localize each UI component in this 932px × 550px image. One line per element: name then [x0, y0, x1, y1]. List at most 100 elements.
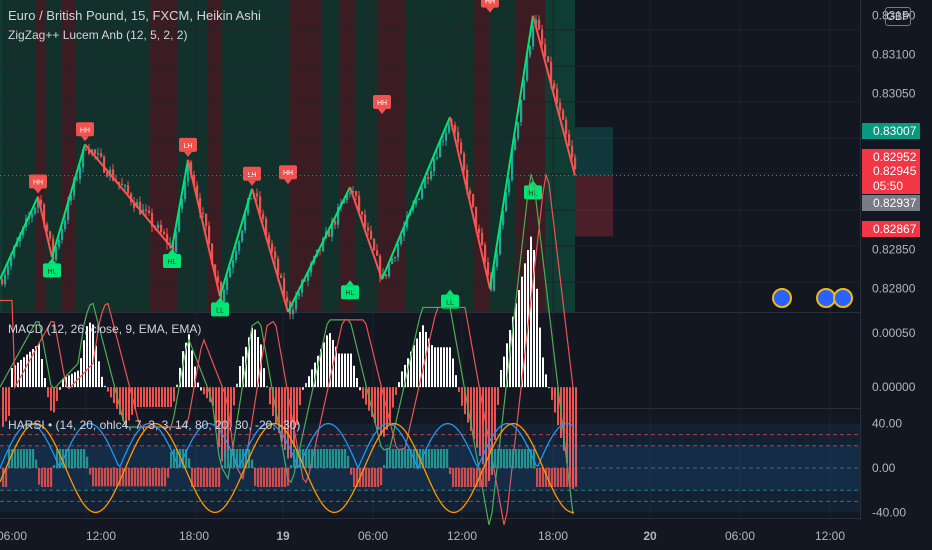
harsi-candle — [260, 468, 263, 487]
harsi-candle — [572, 468, 575, 487]
candle-body — [283, 277, 286, 298]
zigzag-segment — [187, 159, 221, 297]
macd-histogram-bar — [521, 276, 523, 388]
macd-histogram-bar — [545, 374, 547, 388]
harsi-candle — [197, 468, 200, 487]
candle-body — [124, 185, 127, 187]
macd-histogram-bar — [452, 358, 454, 388]
harsi-candle — [401, 449, 404, 468]
harsi-candle — [290, 464, 293, 468]
harsi-candle — [158, 468, 161, 487]
macd-histogram-bar — [356, 378, 358, 388]
macd-indicator-label[interactable]: MACD (12, 26, close, 9, EMA, EMA) — [8, 322, 202, 336]
pivot-label-box — [163, 254, 181, 269]
macd-histogram-bar — [329, 333, 331, 388]
candle-body — [442, 140, 445, 142]
macd-histogram-bar — [434, 347, 436, 388]
macd-histogram-bar — [290, 387, 292, 458]
candle-body — [244, 213, 247, 231]
macd-tick-label: 0.00050 — [872, 326, 916, 340]
candle-body — [502, 211, 505, 226]
harsi-candle — [365, 468, 368, 487]
harsi-candle — [143, 468, 146, 487]
macd-histogram-bar — [320, 348, 322, 388]
pane-divider — [0, 408, 860, 409]
pivot-label-pointer — [486, 7, 494, 13]
candle-body — [40, 199, 43, 205]
candle-body — [457, 131, 460, 143]
macd-histogram-bar — [479, 387, 481, 457]
macd-histogram-bar — [62, 378, 64, 388]
candle-body — [217, 276, 220, 283]
harsi-candle — [170, 451, 173, 468]
harsi-candle — [389, 449, 392, 468]
macd-histogram-bar — [2, 387, 4, 427]
harsi-tick-label: -40.00 — [872, 505, 906, 519]
candle-body — [376, 250, 379, 256]
candle-body — [460, 142, 463, 154]
economic-event-icon[interactable] — [833, 288, 853, 308]
economic-event-icon[interactable] — [772, 288, 792, 308]
harsi-candle — [566, 468, 569, 487]
harsi-candle — [311, 449, 314, 468]
harsi-candle — [116, 468, 119, 487]
macd-histogram-bar — [443, 347, 445, 388]
candle-body — [100, 153, 103, 157]
macd-histogram-bar — [191, 350, 193, 388]
candle-body — [310, 263, 313, 273]
harsi-candle — [404, 449, 407, 468]
harsi-candle — [323, 449, 326, 468]
candle-body — [448, 124, 451, 133]
harsi-candle — [377, 468, 380, 487]
harsi-candle — [326, 449, 329, 468]
macd-histogram-bar — [83, 340, 85, 388]
harsi-candle — [275, 468, 278, 487]
harsi-indicator-label[interactable]: HARSI • (14, 20, ohlc4, 7, 3, 3, 14, 80,… — [8, 418, 301, 432]
harsi-candle — [443, 449, 446, 468]
candle-body — [532, 26, 535, 47]
harsi-candle — [539, 468, 542, 487]
candle-body — [508, 179, 511, 193]
harsi-candle — [362, 468, 365, 487]
macd-histogram-bar — [566, 387, 568, 464]
price-badge-label: 0.82952 — [873, 150, 917, 164]
macd-histogram-bar — [338, 353, 340, 388]
harsi-candle — [470, 468, 473, 487]
macd-histogram-bar — [347, 353, 349, 388]
macd-histogram-bar — [230, 387, 232, 428]
candle-body — [511, 150, 514, 180]
candle-body — [331, 221, 334, 237]
economic-event-icon[interactable] — [816, 288, 836, 308]
candle-body — [127, 185, 130, 194]
candle-body — [529, 46, 532, 56]
macd-histogram-bar — [449, 347, 451, 388]
candle-body — [10, 256, 13, 267]
pivot-label-pointer — [216, 297, 224, 303]
candle-body — [7, 266, 10, 275]
pivot-label-box — [76, 122, 94, 137]
harsi-candle — [17, 449, 20, 468]
harsi-stoch-d — [0, 422, 575, 514]
pivot-label-pointer — [184, 151, 192, 157]
candle-body — [121, 183, 124, 186]
macd-histogram-bar — [212, 387, 214, 406]
event-markers[interactable] — [772, 288, 853, 308]
harsi-candle — [500, 449, 503, 468]
harsi-candle — [257, 468, 260, 487]
candle-body — [523, 80, 526, 100]
harsi-candle — [545, 468, 548, 487]
zigzag-indicator-label[interactable]: ZigZag++ Lucem Anb (12, 5, 2, 2) — [8, 28, 188, 42]
price-badge — [862, 195, 920, 211]
harsi-candle — [575, 468, 578, 487]
currency-selector[interactable]: GBP — [885, 7, 911, 26]
macd-histogram-bar — [158, 387, 160, 408]
harsi-candle — [350, 468, 353, 475]
harsi-candle — [200, 468, 203, 487]
harsi-candle — [428, 449, 431, 468]
candle-body — [55, 246, 58, 260]
candle-body — [379, 255, 382, 277]
pivot-label: HH — [80, 127, 90, 134]
candle-body — [397, 243, 400, 258]
time-label: 18:00 — [179, 529, 209, 543]
